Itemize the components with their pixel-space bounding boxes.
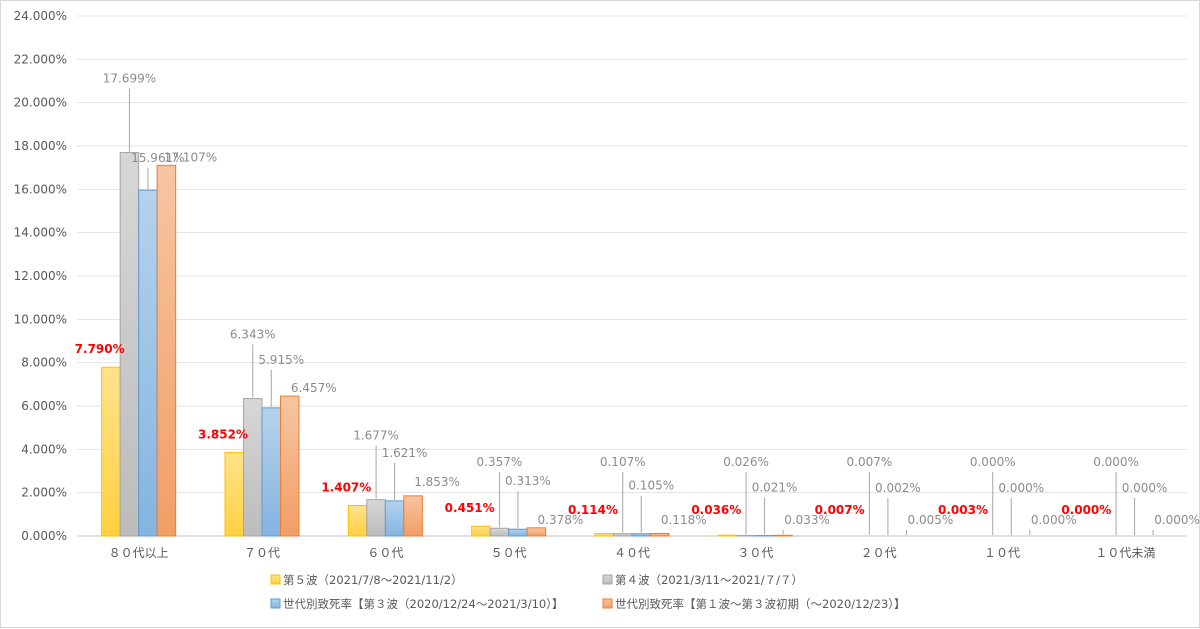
x-tick-label: ４０代 xyxy=(614,546,650,560)
data-label: 0.000% xyxy=(970,455,1016,469)
data-label: 3.852% xyxy=(198,428,248,442)
bar xyxy=(348,506,367,536)
y-tick-label: 2.000% xyxy=(21,486,67,500)
y-tick-label: 22.000% xyxy=(14,52,67,66)
legend: 第５波（2021/7/8～2021/11/2） 第４波（2021/3/11～202… xyxy=(271,573,906,611)
data-label: 0.000% xyxy=(1122,481,1168,495)
bar xyxy=(632,534,651,536)
y-axis: 0.000% 2.000% 4.000% 6.000% 8.000% 10.000% 12.… xyxy=(14,9,67,543)
y-tick-label: 0.000% xyxy=(21,529,67,543)
legend-swatch xyxy=(603,599,612,608)
legend-label: 世代別致死率【第３波（2020/12/24～2021/3/10）】 xyxy=(283,597,564,611)
data-label: 1.677% xyxy=(353,429,399,443)
bar xyxy=(527,528,546,536)
data-label: 0.003% xyxy=(938,503,988,517)
data-label: 0.105% xyxy=(628,479,674,493)
y-tick-label: 16.000% xyxy=(14,182,67,196)
data-label: 0.313% xyxy=(505,474,551,488)
data-label: 0.007% xyxy=(847,455,893,469)
x-axis: ８０代以上 ７０代 ６０代 ５０代 ４０代 ３０代 ２０代 １０代 １０代未満 xyxy=(109,546,1156,560)
bar xyxy=(472,526,491,536)
legend-label: 世代別致死率【第１波～第３波初期（～2020/12/23）】 xyxy=(615,597,906,611)
x-tick-label: ６０代 xyxy=(367,546,403,560)
data-label: 0.357% xyxy=(477,455,523,469)
bar xyxy=(139,190,158,536)
data-label: 0.026% xyxy=(723,455,769,469)
data-label: 5.915% xyxy=(258,353,304,367)
data-label: 0.000% xyxy=(1154,513,1200,527)
y-tick-label: 14.000% xyxy=(14,226,67,240)
data-label: 1.407% xyxy=(321,481,371,495)
data-label: 0.451% xyxy=(445,501,495,515)
y-tick-label: 20.000% xyxy=(14,96,67,110)
data-label: 0.000% xyxy=(1061,503,1111,517)
x-tick-label: ３０代 xyxy=(737,546,773,560)
bar xyxy=(509,529,527,536)
bar xyxy=(102,367,121,536)
bar xyxy=(225,453,244,536)
data-label: 17.107% xyxy=(164,150,217,164)
data-label: 6.457% xyxy=(291,381,337,395)
legend-swatch xyxy=(603,575,612,584)
y-tick-label: 4.000% xyxy=(21,442,67,456)
data-label: 0.007% xyxy=(815,503,865,517)
y-tick-label: 8.000% xyxy=(21,356,67,370)
data-label: 7.790% xyxy=(75,342,125,356)
bar xyxy=(718,535,737,536)
bar xyxy=(490,528,509,536)
data-label: 0.021% xyxy=(752,481,798,495)
data-label: 1.621% xyxy=(382,446,428,460)
y-tick-label: 24.000% xyxy=(14,9,67,23)
x-tick-label: ５０代 xyxy=(491,546,527,560)
bar xyxy=(774,535,793,536)
bar xyxy=(385,501,404,536)
bar xyxy=(157,165,176,536)
x-tick-label: ７０代 xyxy=(244,546,280,560)
data-label: 6.343% xyxy=(230,328,276,342)
x-tick-label: ２０代 xyxy=(861,546,897,560)
legend-label: 第４波（2021/3/11～2021/７/７） xyxy=(615,573,803,587)
x-tick-label: ８０代以上 xyxy=(109,546,169,560)
bar xyxy=(614,534,633,536)
y-tick-label: 6.000% xyxy=(21,399,67,413)
y-tick-label: 10.000% xyxy=(14,312,67,326)
data-label: 1.853% xyxy=(414,475,460,489)
x-tick-label: １０代 xyxy=(984,546,1020,560)
data-label: 0.002% xyxy=(875,481,921,495)
data-label: 17.699% xyxy=(103,72,156,86)
data-label: 0.107% xyxy=(600,455,646,469)
legend-swatch xyxy=(271,599,280,608)
bar xyxy=(244,399,263,536)
bar xyxy=(367,500,386,536)
bar xyxy=(737,535,756,536)
bar xyxy=(595,534,614,536)
legend-swatch xyxy=(271,575,280,584)
x-tick-label: １０代未満 xyxy=(1095,546,1155,560)
bar xyxy=(281,396,300,536)
data-label: 0.000% xyxy=(998,481,1044,495)
y-tick-label: 12.000% xyxy=(14,269,67,283)
y-tick-label: 18.000% xyxy=(14,139,67,153)
bar xyxy=(262,408,281,536)
bar xyxy=(651,533,670,536)
bar xyxy=(404,496,423,536)
legend-label: 第５波（2021/7/8～2021/11/2） xyxy=(283,573,463,587)
data-label: 0.000% xyxy=(1093,455,1139,469)
data-label: 0.114% xyxy=(568,503,618,517)
data-label: 0.036% xyxy=(691,503,741,517)
